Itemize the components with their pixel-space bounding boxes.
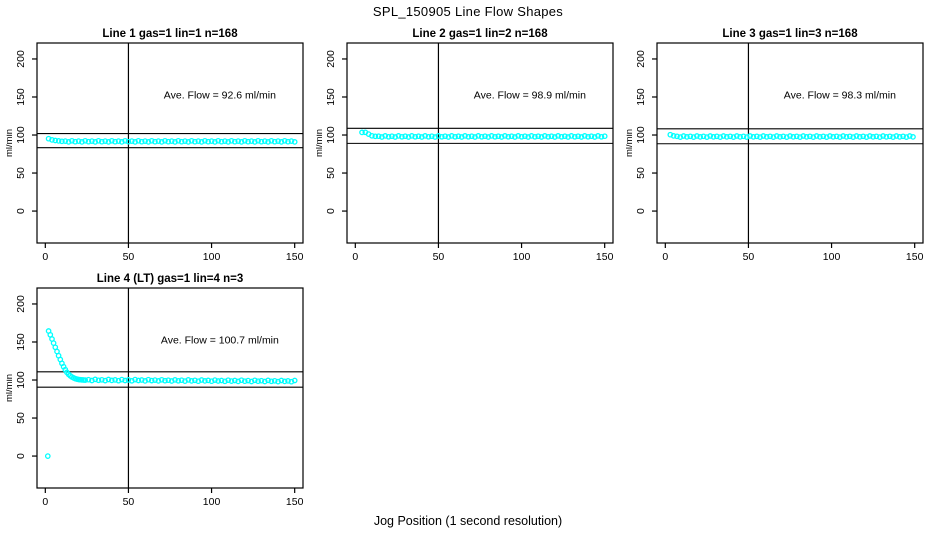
panel-title: Line 3 gas=1 lin=3 n=168 <box>722 28 858 40</box>
figure-title: SPL_150905 Line Flow Shapes <box>372 4 564 19</box>
data-points <box>44 328 298 459</box>
svg-text:150: 150 <box>596 251 614 263</box>
svg-text:0: 0 <box>352 251 358 263</box>
svg-text:50: 50 <box>123 496 135 508</box>
tolerance-lines <box>37 133 303 149</box>
svg-text:100: 100 <box>15 126 27 144</box>
y-axis-ticks: 0 50 100 150 200 <box>325 50 347 214</box>
svg-text:100: 100 <box>203 496 221 508</box>
panel-title: Line 2 gas=1 lin=2 n=168 <box>412 28 548 40</box>
svg-text:0: 0 <box>42 496 48 508</box>
data-points <box>359 129 608 140</box>
panel-line-1: Line 1 gas=1 lin=1 n=168 0 50 100 150 0 50 100 1… <box>4 28 316 268</box>
svg-text:100: 100 <box>823 251 841 263</box>
y-axis-title: ml/min <box>626 129 635 157</box>
x-axis-ticks: 0 50 100 150 <box>352 243 614 263</box>
svg-text:0: 0 <box>42 251 48 263</box>
svg-text:200: 200 <box>635 50 647 68</box>
ave-flow-annotation: Ave. Flow = 92.6 ml/min <box>164 90 276 102</box>
plot-box <box>346 42 614 244</box>
svg-text:0: 0 <box>325 208 337 214</box>
plot-box <box>36 287 304 489</box>
svg-text:200: 200 <box>325 50 337 68</box>
data-points <box>667 131 916 140</box>
svg-text:50: 50 <box>325 167 337 179</box>
y-axis-ticks: 0 50 100 150 200 <box>15 50 37 214</box>
panel-svg: Line 1 gas=1 lin=1 n=168 0 50 100 150 0 50 100 1… <box>4 28 304 263</box>
svg-text:150: 150 <box>325 88 337 106</box>
x-axis-title: Jog Position (1 second resolution) <box>373 514 563 528</box>
svg-text:0: 0 <box>15 453 27 459</box>
x-axis-ticks: 0 50 100 150 <box>662 243 924 263</box>
y-axis-title: ml/min <box>6 374 15 402</box>
svg-text:150: 150 <box>15 333 27 351</box>
x-axis-ticks: 0 50 100 150 <box>42 488 304 508</box>
svg-text:0: 0 <box>662 251 668 263</box>
svg-text:150: 150 <box>906 251 924 263</box>
svg-text:150: 150 <box>635 88 647 106</box>
svg-text:100: 100 <box>325 126 337 144</box>
panel-line-3: Line 3 gas=1 lin=3 n=168 0 50 100 150 0 50 100 1… <box>624 28 936 268</box>
panel-title: Line 1 gas=1 lin=1 n=168 <box>102 28 238 40</box>
tolerance-lines <box>37 371 303 388</box>
ave-flow-annotation: Ave. Flow = 98.3 ml/min <box>784 90 896 102</box>
y-axis-ticks: 0 50 100 150 200 <box>15 295 37 459</box>
svg-text:150: 150 <box>286 496 304 508</box>
ave-flow-annotation: Ave. Flow = 100.7 ml/min <box>161 335 279 347</box>
panel-title: Line 4 (LT) gas=1 lin=4 n=3 <box>97 273 243 285</box>
panel-svg: Line 3 gas=1 lin=3 n=168 0 50 100 150 0 50 100 1… <box>624 28 924 263</box>
tolerance-lines <box>347 127 613 144</box>
svg-text:100: 100 <box>15 371 27 389</box>
y-axis-title: ml/min <box>316 129 325 157</box>
svg-text:100: 100 <box>203 251 221 263</box>
svg-text:200: 200 <box>15 50 27 68</box>
data-points <box>45 135 298 145</box>
svg-text:50: 50 <box>635 167 647 179</box>
svg-text:0: 0 <box>15 208 27 214</box>
panel-line-4: Line 4 (LT) gas=1 lin=4 n=3 0 50 100 150 0 50 1… <box>4 273 316 513</box>
svg-text:50: 50 <box>433 251 445 263</box>
svg-text:150: 150 <box>15 88 27 106</box>
y-axis-ticks: 0 50 100 150 200 <box>635 50 657 214</box>
panel-line-2: Line 2 gas=1 lin=2 n=168 0 50 100 150 0 50 100 1… <box>314 28 626 268</box>
outlier-point <box>44 453 51 459</box>
svg-text:50: 50 <box>123 251 135 263</box>
plot-box <box>656 42 924 244</box>
svg-text:150: 150 <box>286 251 304 263</box>
svg-text:50: 50 <box>15 412 27 424</box>
svg-text:100: 100 <box>513 251 531 263</box>
panel-svg: Line 4 (LT) gas=1 lin=4 n=3 0 50 100 150 0 50 1… <box>4 273 304 508</box>
svg-text:200: 200 <box>15 295 27 313</box>
panel-svg: Line 2 gas=1 lin=2 n=168 0 50 100 150 0 50 100 1… <box>314 28 614 263</box>
x-axis-ticks: 0 50 100 150 <box>42 243 304 263</box>
svg-text:50: 50 <box>743 251 755 263</box>
svg-text:50: 50 <box>15 167 27 179</box>
plot-box <box>36 42 304 244</box>
y-axis-title: ml/min <box>6 129 15 157</box>
ave-flow-annotation: Ave. Flow = 98.9 ml/min <box>474 90 586 102</box>
svg-text:0: 0 <box>635 208 647 214</box>
svg-text:100: 100 <box>635 126 647 144</box>
tolerance-lines <box>657 128 923 145</box>
